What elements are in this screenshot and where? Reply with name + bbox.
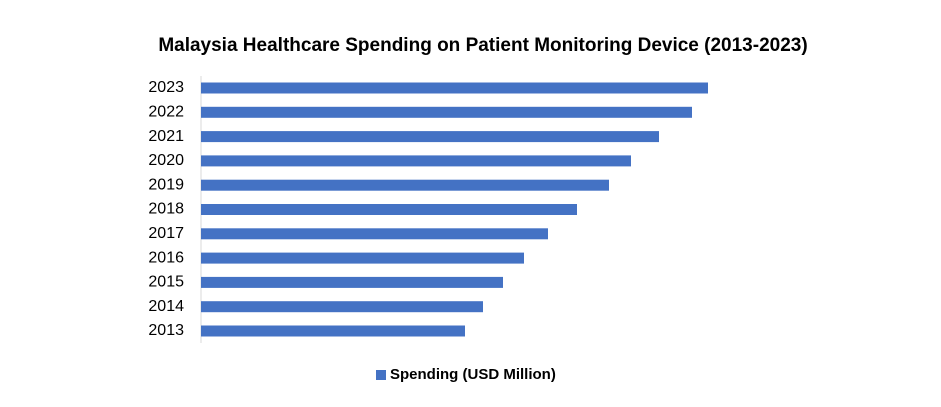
y-tick-label: 2020 (148, 152, 184, 169)
y-tick-label: 2021 (148, 128, 184, 145)
bar (201, 276, 503, 288)
bar (201, 131, 659, 143)
bar (201, 155, 631, 167)
bar (201, 252, 524, 264)
y-tick-label: 2019 (148, 176, 184, 193)
bar (201, 204, 577, 215)
y-tick-label: 2014 (148, 298, 184, 315)
y-tick-label: 2023 (148, 79, 184, 96)
bar (201, 82, 708, 94)
legend-swatch (376, 370, 386, 380)
y-tick-label: 2016 (148, 249, 184, 266)
bar (201, 179, 609, 191)
y-tick-label: 2018 (148, 201, 184, 218)
y-tick-label: 2013 (148, 322, 184, 339)
bar (201, 106, 692, 118)
bar (201, 228, 548, 240)
y-tick-label: 2017 (148, 225, 184, 242)
bar (201, 301, 483, 313)
y-tick-label: 2022 (148, 104, 184, 121)
chart-title: Malaysia Healthcare Spending on Patient … (158, 35, 807, 56)
legend-label: Spending (USD Million) (390, 366, 556, 383)
bar (201, 325, 465, 337)
y-tick-label: 2015 (148, 274, 184, 291)
